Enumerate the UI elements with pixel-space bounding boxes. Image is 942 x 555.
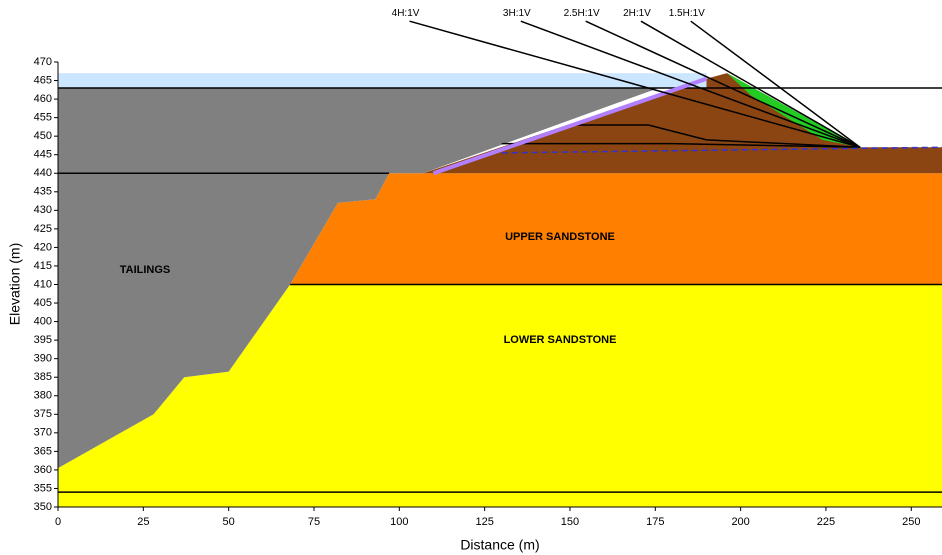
x-tick-label: 0 [55,516,61,528]
x-tick-label: 50 [223,516,235,528]
y-tick-label: 415 [34,260,52,272]
region [58,73,706,88]
y-tick-label: 420 [34,241,52,253]
y-tick-label: 405 [34,297,52,309]
slope-label: 3H:1V [503,8,531,19]
chart: Distance (m) Elevation (m) 4H:1V 3H:1V 2.5… [0,0,942,555]
y-tick-label: 445 [34,149,52,161]
slope-label: 2H:1V [623,8,651,19]
y-tick-label: 395 [34,334,52,346]
x-tick-label: 150 [561,516,579,528]
y-tick-label: 380 [34,390,52,402]
x-tick-label: 200 [731,516,749,528]
y-tick-label: 430 [34,204,52,216]
y-tick-label: 400 [34,315,52,327]
y-tick-label: 440 [34,167,52,179]
y-axis-title: Elevation (m) [7,243,23,325]
x-tick-label: 100 [390,516,408,528]
y-tick-label: 360 [34,464,52,476]
y-tick-label: 455 [34,112,52,124]
region [290,173,942,284]
y-tick-label: 470 [34,56,52,68]
y-tick-label: 425 [34,223,52,235]
plot-area [58,73,942,507]
slope-label: 1.5H:1V [669,8,705,19]
y-tick-label: 370 [34,427,52,439]
x-tick-label: 75 [308,516,320,528]
y-tick-label: 390 [34,353,52,365]
region-label: LOWER SANDSTONE [504,334,617,346]
page: {"chart_data": { "type": "cross-section"… [0,0,942,555]
y-tick-label: 435 [34,186,52,198]
region-label: UPPER SANDSTONE [505,231,615,243]
slope-label: 4H:1V [392,8,420,19]
y-tick-label: 385 [34,371,52,383]
x-tick-label: 175 [646,516,664,528]
y-tick-label: 375 [34,408,52,420]
y-tick-label: 450 [34,130,52,142]
y-tick-label: 460 [34,93,52,105]
x-tick-label: 125 [475,516,493,528]
x-tick-label: 250 [902,516,920,528]
y-tick-label: 465 [34,74,52,86]
y-tick-label: 410 [34,278,52,290]
x-tick-label: 25 [137,516,149,528]
region-label: TAILINGS [120,264,171,276]
x-tick-label: 225 [817,516,835,528]
y-tick-label: 365 [34,445,52,457]
y-tick-label: 355 [34,482,52,494]
y-tick-label: 350 [34,501,52,513]
x-axis-title: Distance (m) [460,537,539,553]
slope-label: 2.5H:1V [564,8,600,19]
